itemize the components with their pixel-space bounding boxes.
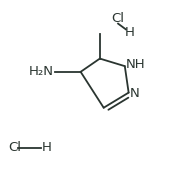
- Text: H: H: [124, 26, 134, 39]
- Text: H: H: [42, 141, 52, 154]
- Text: N: N: [130, 87, 140, 100]
- Text: NH: NH: [126, 58, 145, 71]
- Text: Cl: Cl: [111, 12, 124, 25]
- Text: Cl: Cl: [8, 141, 21, 154]
- Text: H₂N: H₂N: [28, 65, 53, 78]
